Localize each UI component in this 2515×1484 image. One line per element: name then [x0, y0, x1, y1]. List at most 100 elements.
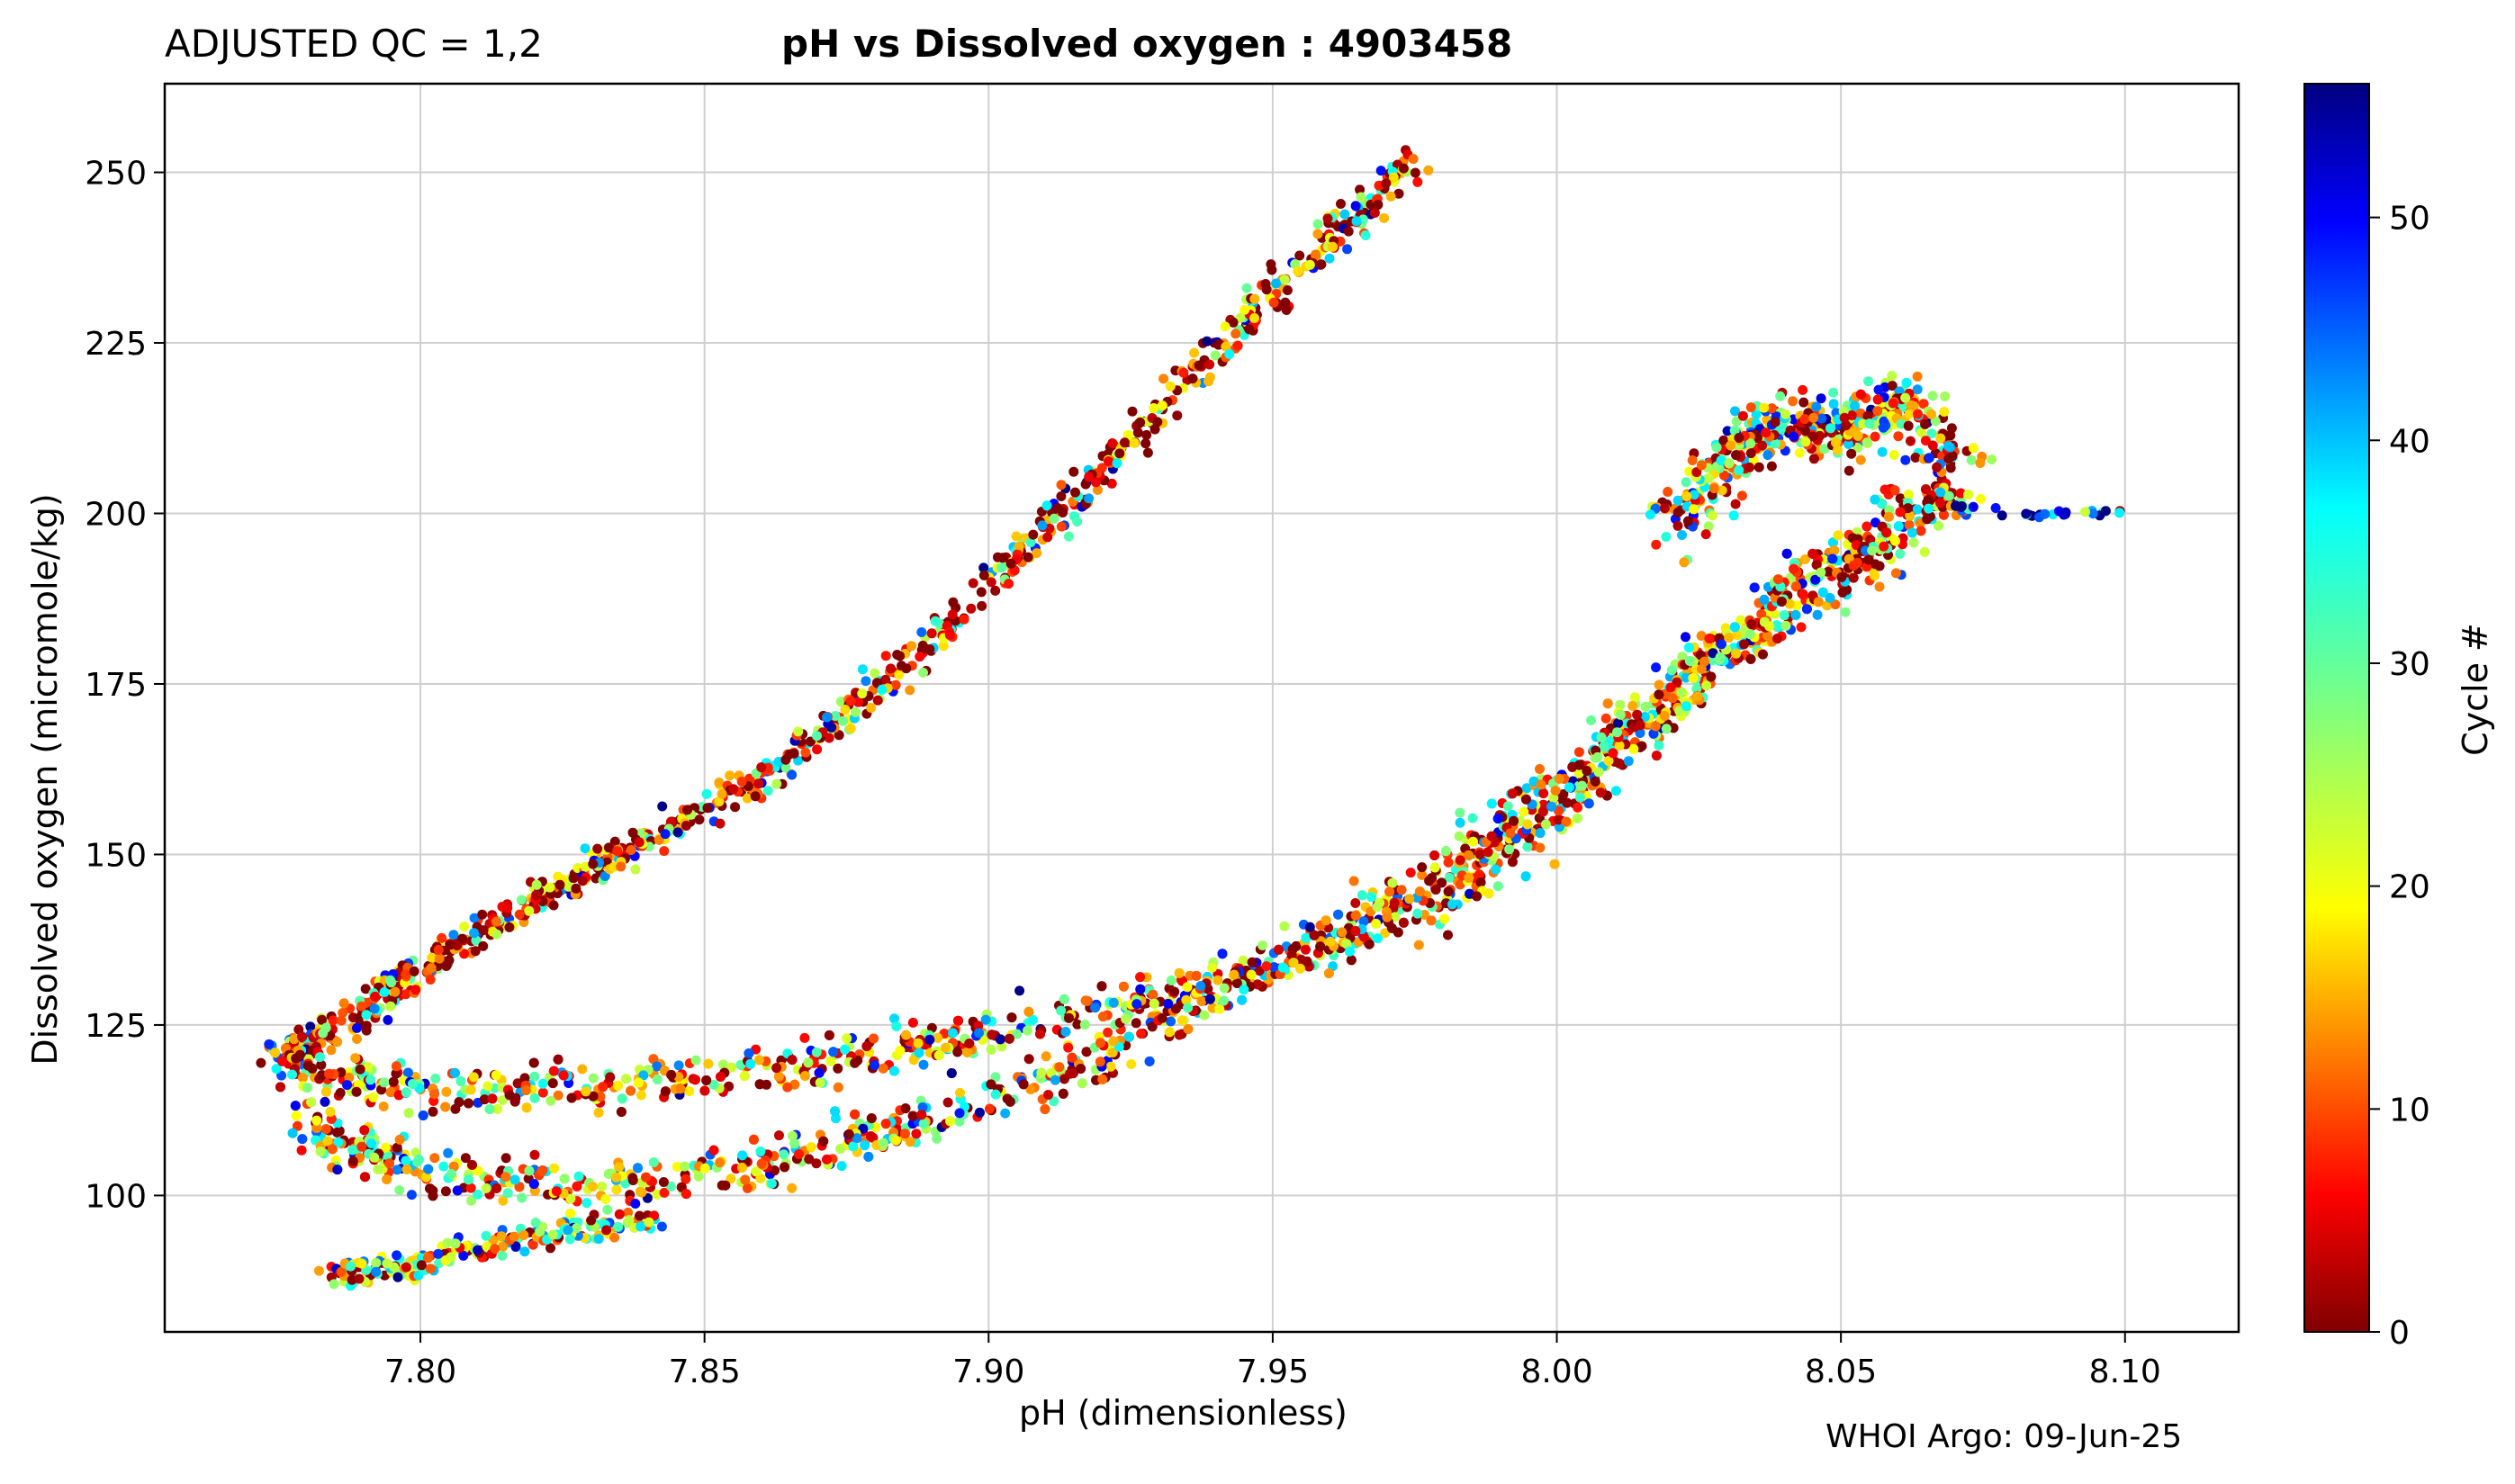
y-tick-label: 200: [85, 496, 147, 533]
data-point: [305, 1021, 316, 1032]
data-point: [1005, 558, 1016, 569]
data-point: [599, 871, 610, 881]
data-point: [1141, 429, 1152, 440]
data-point: [672, 827, 683, 838]
data-point: [1590, 777, 1600, 787]
data-point: [1943, 490, 1954, 501]
data-point: [1975, 458, 1986, 468]
data-point: [1040, 1104, 1050, 1114]
data-point: [1904, 519, 1915, 530]
data-point: [656, 1221, 667, 1232]
y-axis-ticks: 100 125 150 175 200 225 250: [85, 156, 165, 1215]
data-point: [463, 1174, 473, 1185]
data-point: [469, 928, 479, 939]
data-point: [1833, 530, 1843, 541]
data-point: [648, 1054, 659, 1065]
data-point: [740, 1174, 751, 1185]
data-point: [577, 876, 588, 886]
data-point: [1372, 902, 1383, 913]
data-point: [1889, 485, 1900, 496]
data-point: [1393, 927, 1403, 938]
data-point: [842, 1033, 852, 1044]
data-point: [402, 1067, 413, 1078]
data-point: [1900, 392, 1911, 403]
data-point: [1028, 529, 1039, 540]
data-point: [1090, 1003, 1101, 1013]
colorbar-tick-label: 30: [2389, 646, 2430, 683]
data-point: [1035, 1029, 1045, 1039]
data-point: [1213, 339, 1224, 350]
data-point: [1148, 989, 1158, 1000]
data-point: [1103, 1027, 1113, 1038]
data-point: [1623, 756, 1634, 767]
data-point: [611, 1172, 622, 1183]
data-point: [787, 769, 798, 780]
data-point: [394, 1185, 405, 1195]
data-point: [320, 1022, 331, 1033]
data-point: [774, 1130, 784, 1141]
data-point: [1645, 509, 1655, 520]
data-point: [1745, 448, 1756, 459]
data-point: [648, 1157, 659, 1167]
data-point: [1659, 503, 1670, 514]
data-point: [581, 1086, 591, 1097]
data-point: [368, 1092, 379, 1102]
data-point: [1735, 615, 1746, 625]
data-point: [307, 1063, 318, 1074]
data-point: [1132, 427, 1143, 438]
data-point: [966, 603, 977, 614]
data-point: [609, 1232, 620, 1243]
data-point: [392, 1142, 402, 1153]
data-point: [836, 1161, 847, 1172]
data-point: [384, 1158, 394, 1169]
data-point: [1943, 454, 1954, 464]
data-point: [276, 1070, 287, 1081]
data-point: [535, 1227, 545, 1237]
data-point: [1398, 917, 1409, 928]
data-point: [905, 1137, 915, 1147]
data-point: [465, 1183, 476, 1193]
data-point: [1736, 490, 1747, 501]
data-point: [858, 1123, 869, 1134]
data-point: [1833, 445, 1843, 455]
data-point: [416, 1260, 427, 1271]
data-point: [1691, 684, 1702, 694]
data-point: [290, 1101, 301, 1111]
data-point: [1004, 579, 1014, 589]
data-point: [978, 570, 989, 580]
data-point: [446, 1169, 456, 1179]
data-point: [659, 846, 670, 857]
data-point: [1906, 436, 1916, 446]
data-point: [1723, 633, 1734, 643]
data-point: [1108, 997, 1119, 1008]
data-point: [1077, 1078, 1087, 1089]
data-point: [1321, 915, 1331, 926]
data-point: [1417, 862, 1428, 873]
data-point: [990, 1072, 1001, 1083]
data-point: [1140, 438, 1151, 449]
data-point: [1519, 806, 1529, 817]
data-point: [1707, 510, 1717, 521]
data-point: [613, 1080, 623, 1091]
data-point: [891, 1021, 902, 1031]
data-point: [1360, 230, 1371, 240]
data-point: [1613, 718, 1624, 729]
data-point: [1149, 403, 1159, 413]
data-point: [770, 1165, 780, 1176]
data-point: [861, 676, 871, 687]
data-point: [1430, 885, 1441, 895]
data-point: [1935, 433, 1946, 444]
data-point: [320, 1086, 331, 1097]
data-point: [1224, 349, 1235, 359]
data-point: [1427, 873, 1437, 884]
data-point: [1014, 541, 1024, 552]
data-point: [1312, 229, 1323, 239]
data-point: [857, 664, 868, 675]
data-point: [306, 1097, 317, 1108]
data-point: [1126, 1059, 1137, 1069]
data-point: [907, 1017, 918, 1028]
data-point: [742, 793, 753, 804]
data-point: [1807, 549, 1818, 559]
data-point: [1716, 639, 1726, 650]
data-point: [529, 1071, 540, 1082]
